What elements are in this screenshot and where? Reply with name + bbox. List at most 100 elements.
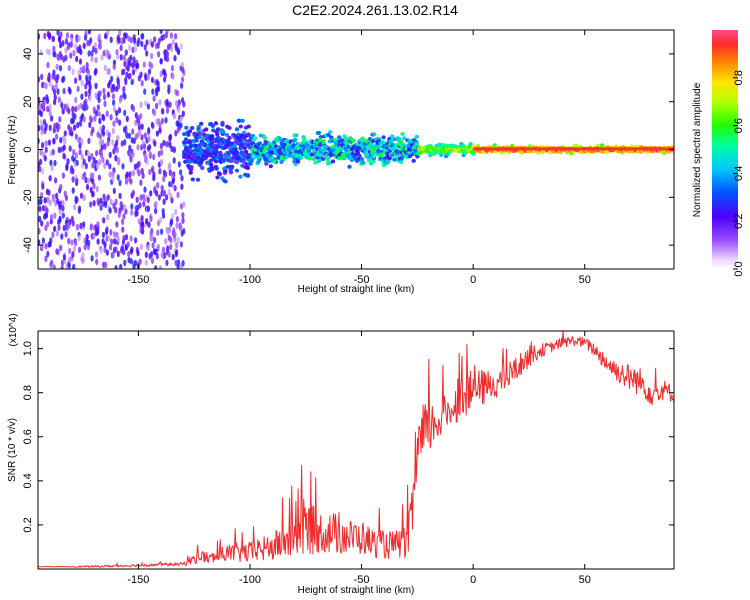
spectrogram-cell xyxy=(173,236,177,243)
spectrogram-y-tick-label: -40 xyxy=(22,237,34,253)
spectrogram-cell xyxy=(136,40,140,47)
spectrogram-cell xyxy=(51,35,56,43)
spectrogram-cell xyxy=(122,37,126,44)
spectrogram-cell xyxy=(150,62,154,70)
spectrogram-y-tick-label: -20 xyxy=(22,189,34,205)
spectrogram-cell xyxy=(246,132,251,137)
spectrogram-cell xyxy=(74,96,78,104)
spectrogram-cell xyxy=(46,30,50,38)
spectrogram-cell xyxy=(152,95,156,102)
spectrogram-cell xyxy=(52,45,56,52)
spectrogram-cell xyxy=(87,239,91,247)
spectrogram-cell xyxy=(41,142,45,149)
spectrogram-cell xyxy=(187,129,193,134)
spectrogram-cell xyxy=(69,52,73,59)
spectrogram-x-tick-label: -100 xyxy=(239,274,261,286)
spectrogram-cell xyxy=(176,236,180,244)
spectrogram-cell xyxy=(76,85,80,93)
spectrogram-cell xyxy=(210,134,215,139)
spectrogram-cell xyxy=(162,69,166,76)
snr-x-tick-label: 50 xyxy=(579,574,591,586)
spectrogram-cell xyxy=(360,160,365,165)
spectrogram-cell xyxy=(57,123,61,130)
spectrogram-cell xyxy=(61,172,65,179)
spectrogram-cell xyxy=(147,68,152,75)
spectrogram-cell xyxy=(120,140,124,147)
spectrogram-cell xyxy=(129,156,133,163)
spectrogram-cell xyxy=(75,55,79,63)
spectrogram-cell xyxy=(167,188,171,195)
spectrogram-cell xyxy=(313,160,318,165)
spectrogram-cell xyxy=(372,154,377,159)
spectrogram-cell xyxy=(83,100,87,107)
snr-y-tick-label: 1.0 xyxy=(22,341,34,356)
spectrogram-cell xyxy=(156,80,160,88)
spectrogram-cell xyxy=(87,137,91,145)
snr-x-label: Height of straight line (km) xyxy=(298,585,415,596)
spectrogram-cell xyxy=(62,254,66,261)
spectrogram-cell xyxy=(129,178,133,185)
spectrogram-cell xyxy=(64,47,68,54)
colorbar-label: Normalized spectral amplitude xyxy=(692,82,703,217)
spectrogram-cell xyxy=(182,132,187,137)
spectrogram-cell xyxy=(94,92,98,99)
spectrogram-cell xyxy=(264,161,269,166)
spectrogram-center-band xyxy=(473,147,674,151)
spectrogram-cell xyxy=(44,255,48,262)
spectrogram-cell xyxy=(214,166,219,171)
spectrogram-cell xyxy=(115,139,119,147)
spectrogram-cell xyxy=(171,213,175,220)
spectrogram-cell xyxy=(123,139,127,146)
spectrogram-cell xyxy=(77,104,81,111)
spectrogram-cell xyxy=(402,136,407,141)
spectrogram-cell xyxy=(38,76,41,83)
spectrogram-cell xyxy=(97,110,101,118)
spectrogram-cell xyxy=(62,144,66,151)
spectrogram-cell xyxy=(104,201,108,208)
spectrogram-cell xyxy=(301,137,307,142)
spectrogram-cell xyxy=(95,110,99,117)
spectrogram-cell xyxy=(123,109,127,117)
spectrogram-cell xyxy=(44,146,48,153)
spectrogram-cell xyxy=(295,159,301,164)
spectrogram-cell xyxy=(103,246,107,253)
snr-series-line xyxy=(38,331,674,568)
spectrogram-cell xyxy=(84,83,88,90)
spectrogram-cell xyxy=(150,121,154,129)
spectrogram-cell xyxy=(127,250,131,258)
spectrogram-cell xyxy=(126,241,130,248)
spectrogram-cell xyxy=(130,203,134,210)
spectrogram-cell xyxy=(103,100,107,108)
spectrogram-cell xyxy=(61,40,65,47)
spectrogram-cell xyxy=(270,146,275,151)
spectrogram-cell xyxy=(129,248,133,255)
spectrogram-cell xyxy=(46,250,50,258)
spectrogram-cell xyxy=(161,208,165,215)
spectrogram-cell xyxy=(170,197,174,204)
spectrogram-cell xyxy=(240,118,245,123)
spectrogram-cell xyxy=(53,159,57,167)
spectrogram-cell xyxy=(58,65,63,72)
spectrogram-cell xyxy=(298,155,303,160)
spectrogram-cell xyxy=(234,160,240,165)
spectrogram-cell xyxy=(306,149,312,154)
spectrogram-cell xyxy=(170,45,174,52)
spectrogram-cell xyxy=(111,170,115,177)
spectrogram-cell xyxy=(109,198,113,206)
spectrogram-cell xyxy=(128,144,132,151)
spectrogram-cell xyxy=(106,194,110,201)
spectrogram-cell xyxy=(167,84,171,91)
spectrogram-cell xyxy=(109,229,113,236)
spectrogram-cell xyxy=(216,171,222,176)
spectrogram-cell xyxy=(347,136,353,141)
spectrogram-cell xyxy=(89,224,93,231)
spectrogram-cell xyxy=(175,100,179,107)
spectrogram-cell xyxy=(55,63,59,70)
spectrogram-cell xyxy=(105,110,109,117)
spectrogram-cell xyxy=(88,95,92,102)
spectrogram-cell xyxy=(38,215,42,223)
spectrogram-cell xyxy=(131,169,136,177)
spectrogram-cell xyxy=(161,246,166,253)
spectrogram-cell xyxy=(204,127,209,132)
spectrogram-cell xyxy=(195,177,201,182)
